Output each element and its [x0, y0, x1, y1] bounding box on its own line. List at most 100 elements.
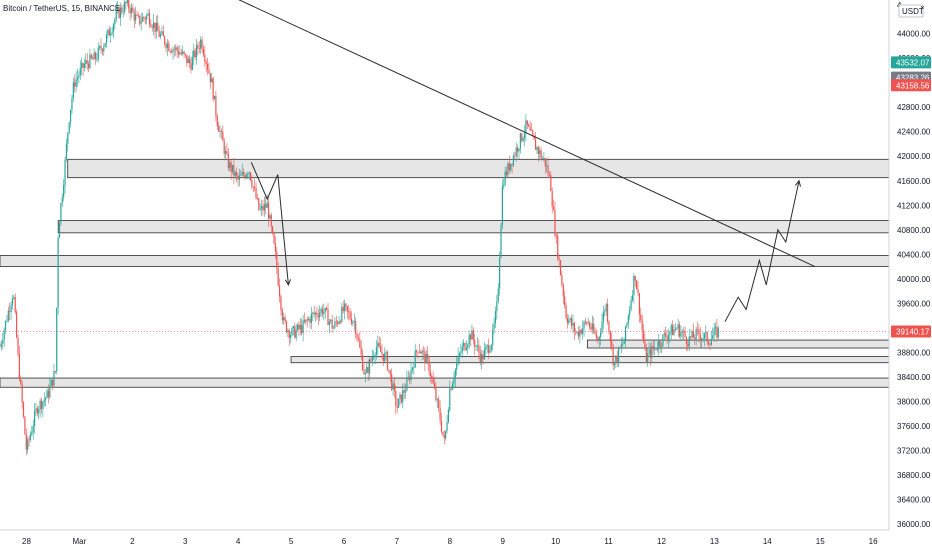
- candle-body: [579, 330, 581, 337]
- candle-body: [317, 315, 319, 318]
- candle-body: [362, 354, 364, 371]
- candle-body: [530, 130, 533, 131]
- candle-body: [367, 367, 369, 374]
- candle-body: [654, 347, 656, 350]
- candle-body: [104, 43, 106, 47]
- arrow-head: [794, 179, 801, 187]
- x-tick-label: 7: [395, 537, 400, 546]
- price-badge: [891, 56, 931, 69]
- candle-body: [580, 330, 582, 334]
- candle-body: [670, 325, 672, 333]
- candle-body: [241, 172, 243, 176]
- x-tick-label: 12: [657, 537, 666, 546]
- candle-body: [313, 312, 315, 315]
- candle-body: [537, 147, 539, 154]
- candle-body: [428, 358, 430, 372]
- candle-body: [36, 408, 38, 414]
- candle-body: [276, 251, 278, 269]
- candle-body: [352, 321, 354, 324]
- x-tick-label: 28: [22, 537, 31, 546]
- time-axis[interactable]: 28 Mar 2 3 4 5 6 7 8 9 10 11 12 13 14 15 16: [0, 529, 889, 546]
- candle-body: [566, 318, 569, 323]
- candle-body: [306, 319, 308, 321]
- candle-body: [648, 349, 650, 354]
- candle-body: [6, 320, 8, 322]
- candle-body: [230, 162, 232, 172]
- candle-body: [42, 401, 44, 409]
- candle-body: [254, 186, 256, 188]
- candle-body: [179, 52, 181, 55]
- candle-body: [265, 204, 267, 208]
- candle-body: [684, 331, 686, 337]
- candle-body: [110, 33, 112, 36]
- candle-body: [11, 298, 14, 306]
- candle-body: [676, 328, 678, 330]
- price-badge-label: 43532.07: [896, 58, 930, 67]
- candle-body: [9, 310, 11, 312]
- candle-body: [381, 351, 383, 354]
- candle-body: [465, 347, 467, 350]
- candle-body: [577, 332, 580, 337]
- candle-body: [714, 326, 717, 329]
- candle-body: [302, 320, 304, 334]
- candle-body: [633, 276, 635, 296]
- y-tick-label: 41200.00: [897, 201, 931, 210]
- candle-body: [683, 331, 685, 333]
- candle-body: [548, 174, 551, 176]
- candle-body: [294, 326, 296, 338]
- candle-body: [631, 295, 634, 301]
- candle-body: [312, 312, 314, 314]
- candle-body: [525, 120, 527, 134]
- y-tick-label: 42800.00: [897, 103, 931, 112]
- x-tick-label: Mar: [72, 537, 86, 546]
- candle-body: [204, 54, 206, 62]
- x-tick-label: 11: [604, 537, 613, 546]
- candle-body: [547, 165, 549, 175]
- candle-body: [368, 359, 371, 374]
- candle-body: [594, 331, 596, 334]
- x-tick-label: 13: [710, 537, 719, 546]
- candle-body: [182, 51, 184, 54]
- candle-body: [115, 10, 117, 20]
- candle-body: [206, 64, 209, 70]
- candle-body: [171, 51, 173, 53]
- candle-body: [2, 340, 4, 344]
- candle-body: [691, 330, 693, 338]
- candle-body: [649, 349, 652, 358]
- candle-body: [454, 369, 456, 379]
- candle-body: [353, 321, 355, 323]
- candle-body: [281, 310, 283, 321]
- candle-body: [326, 307, 328, 310]
- candle-body: [78, 75, 80, 78]
- candle-body: [153, 22, 155, 28]
- candle-body: [29, 434, 32, 440]
- candle-body: [295, 329, 297, 338]
- candle-body: [168, 43, 170, 51]
- currency-badge[interactable]: [898, 4, 924, 18]
- candle-body: [27, 439, 29, 450]
- candle-body: [397, 398, 400, 408]
- candle-body: [21, 383, 23, 403]
- candle-body: [528, 124, 530, 127]
- candle-body: [640, 314, 642, 320]
- candle-body: [61, 197, 63, 204]
- candle-body: [573, 322, 575, 332]
- y-tick-label: 36000.00: [897, 520, 931, 529]
- price-axis[interactable]: 44000.0043600.0042800.0042400.0042000.00…: [888, 0, 931, 530]
- candle-body: [140, 21, 142, 24]
- candle-body: [283, 317, 285, 321]
- candle-body: [53, 371, 55, 386]
- candle-body: [543, 158, 545, 159]
- candle-body: [546, 165, 548, 167]
- currency-chevron-icon: ⌄: [919, 1, 926, 10]
- candle-body: [478, 345, 480, 353]
- candle-body: [414, 350, 416, 368]
- candle-body: [222, 131, 224, 141]
- y-tick-label: 44000.00: [897, 30, 931, 39]
- candle-body: [252, 186, 254, 188]
- candle-body: [256, 198, 259, 199]
- candle-body: [611, 341, 613, 346]
- candle-body: [403, 390, 405, 393]
- candle-body: [433, 383, 436, 389]
